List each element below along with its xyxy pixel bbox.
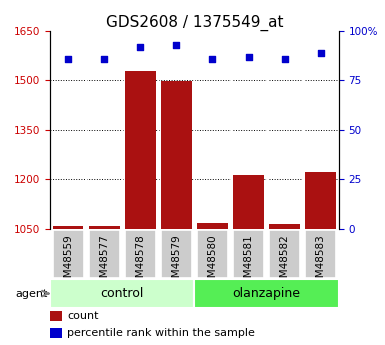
Title: GDS2608 / 1375549_at: GDS2608 / 1375549_at <box>105 15 283 31</box>
Text: percentile rank within the sample: percentile rank within the sample <box>67 328 255 338</box>
Bar <box>270 224 300 229</box>
FancyBboxPatch shape <box>194 279 339 308</box>
Text: GSM48582: GSM48582 <box>280 235 290 292</box>
Bar <box>50 328 62 338</box>
Text: agent: agent <box>16 288 48 298</box>
FancyBboxPatch shape <box>125 230 156 278</box>
Bar <box>125 71 156 229</box>
Bar <box>197 223 228 229</box>
FancyBboxPatch shape <box>233 230 264 278</box>
FancyBboxPatch shape <box>50 279 194 308</box>
Bar <box>53 226 84 229</box>
Text: GSM48580: GSM48580 <box>208 235 218 292</box>
Text: count: count <box>67 311 99 321</box>
Text: GSM48581: GSM48581 <box>244 235 254 292</box>
Text: GSM48583: GSM48583 <box>316 235 326 292</box>
Point <box>318 50 324 56</box>
Bar <box>305 172 336 229</box>
Text: olanzapine: olanzapine <box>233 287 301 300</box>
FancyBboxPatch shape <box>161 230 192 278</box>
FancyBboxPatch shape <box>53 230 84 278</box>
Bar <box>89 226 119 229</box>
FancyBboxPatch shape <box>269 230 300 278</box>
Point <box>173 42 179 48</box>
FancyBboxPatch shape <box>89 230 120 278</box>
Text: GSM48577: GSM48577 <box>99 235 109 292</box>
FancyBboxPatch shape <box>197 230 228 278</box>
Bar <box>233 175 264 229</box>
Text: GSM48578: GSM48578 <box>135 235 145 292</box>
Text: GSM48559: GSM48559 <box>63 235 73 292</box>
Point <box>209 56 216 61</box>
Point <box>65 56 71 61</box>
FancyBboxPatch shape <box>305 230 336 278</box>
Bar <box>50 311 62 321</box>
Point <box>101 56 107 61</box>
Text: control: control <box>100 287 144 300</box>
Text: GSM48579: GSM48579 <box>171 235 181 292</box>
Bar <box>161 81 192 229</box>
Point <box>137 44 143 50</box>
Point <box>246 54 252 59</box>
Point <box>281 56 288 61</box>
